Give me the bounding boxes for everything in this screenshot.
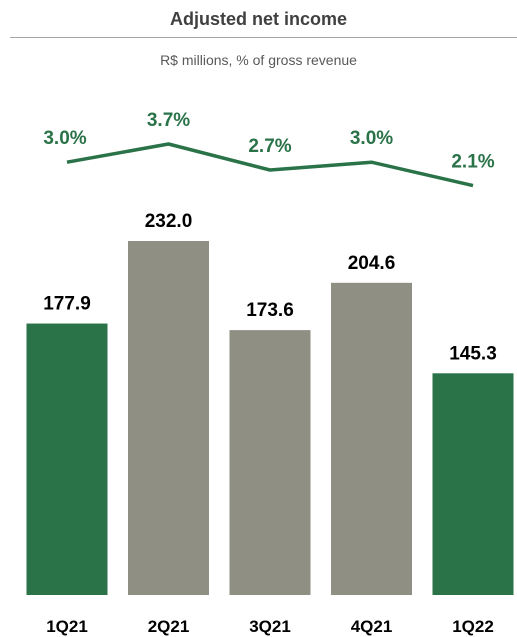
margin-label-1Q21: 3.0% [43, 128, 86, 149]
bar-1Q21 [26, 323, 108, 595]
margin-line [66, 142, 474, 188]
bar-3Q21 [229, 330, 311, 595]
bar-value-label-3Q21: 173.6 [246, 300, 294, 321]
margin-label-1Q22: 2.1% [451, 152, 494, 173]
x-tick-label-3Q21: 3Q21 [249, 617, 291, 636]
chart-subtitle: R$ millions, % of gross revenue [160, 52, 357, 68]
bar-value-label-2Q21: 232.0 [145, 211, 193, 232]
margin-label-3Q21: 2.7% [248, 136, 291, 157]
bar-1Q22 [432, 373, 514, 595]
bar-value-label-1Q22: 145.3 [449, 343, 497, 364]
margin-label-4Q21: 3.0% [350, 128, 393, 149]
bar-4Q21 [331, 282, 412, 595]
bar-value-label-1Q21: 177.9 [43, 294, 91, 315]
x-tick-label-2Q21: 2Q21 [148, 617, 190, 636]
bar-value-label-4Q21: 204.6 [348, 253, 396, 274]
chart-title: Adjusted net income [169, 9, 348, 29]
margin-label-2Q21: 3.7% [147, 110, 190, 131]
bar-2Q21 [128, 241, 209, 595]
x-tick-label-1Q21: 1Q21 [46, 617, 88, 636]
x-tick-label-1Q22: 1Q22 [452, 617, 494, 636]
title-divider [10, 37, 517, 38]
x-tick-label-4Q21: 4Q21 [351, 617, 393, 636]
